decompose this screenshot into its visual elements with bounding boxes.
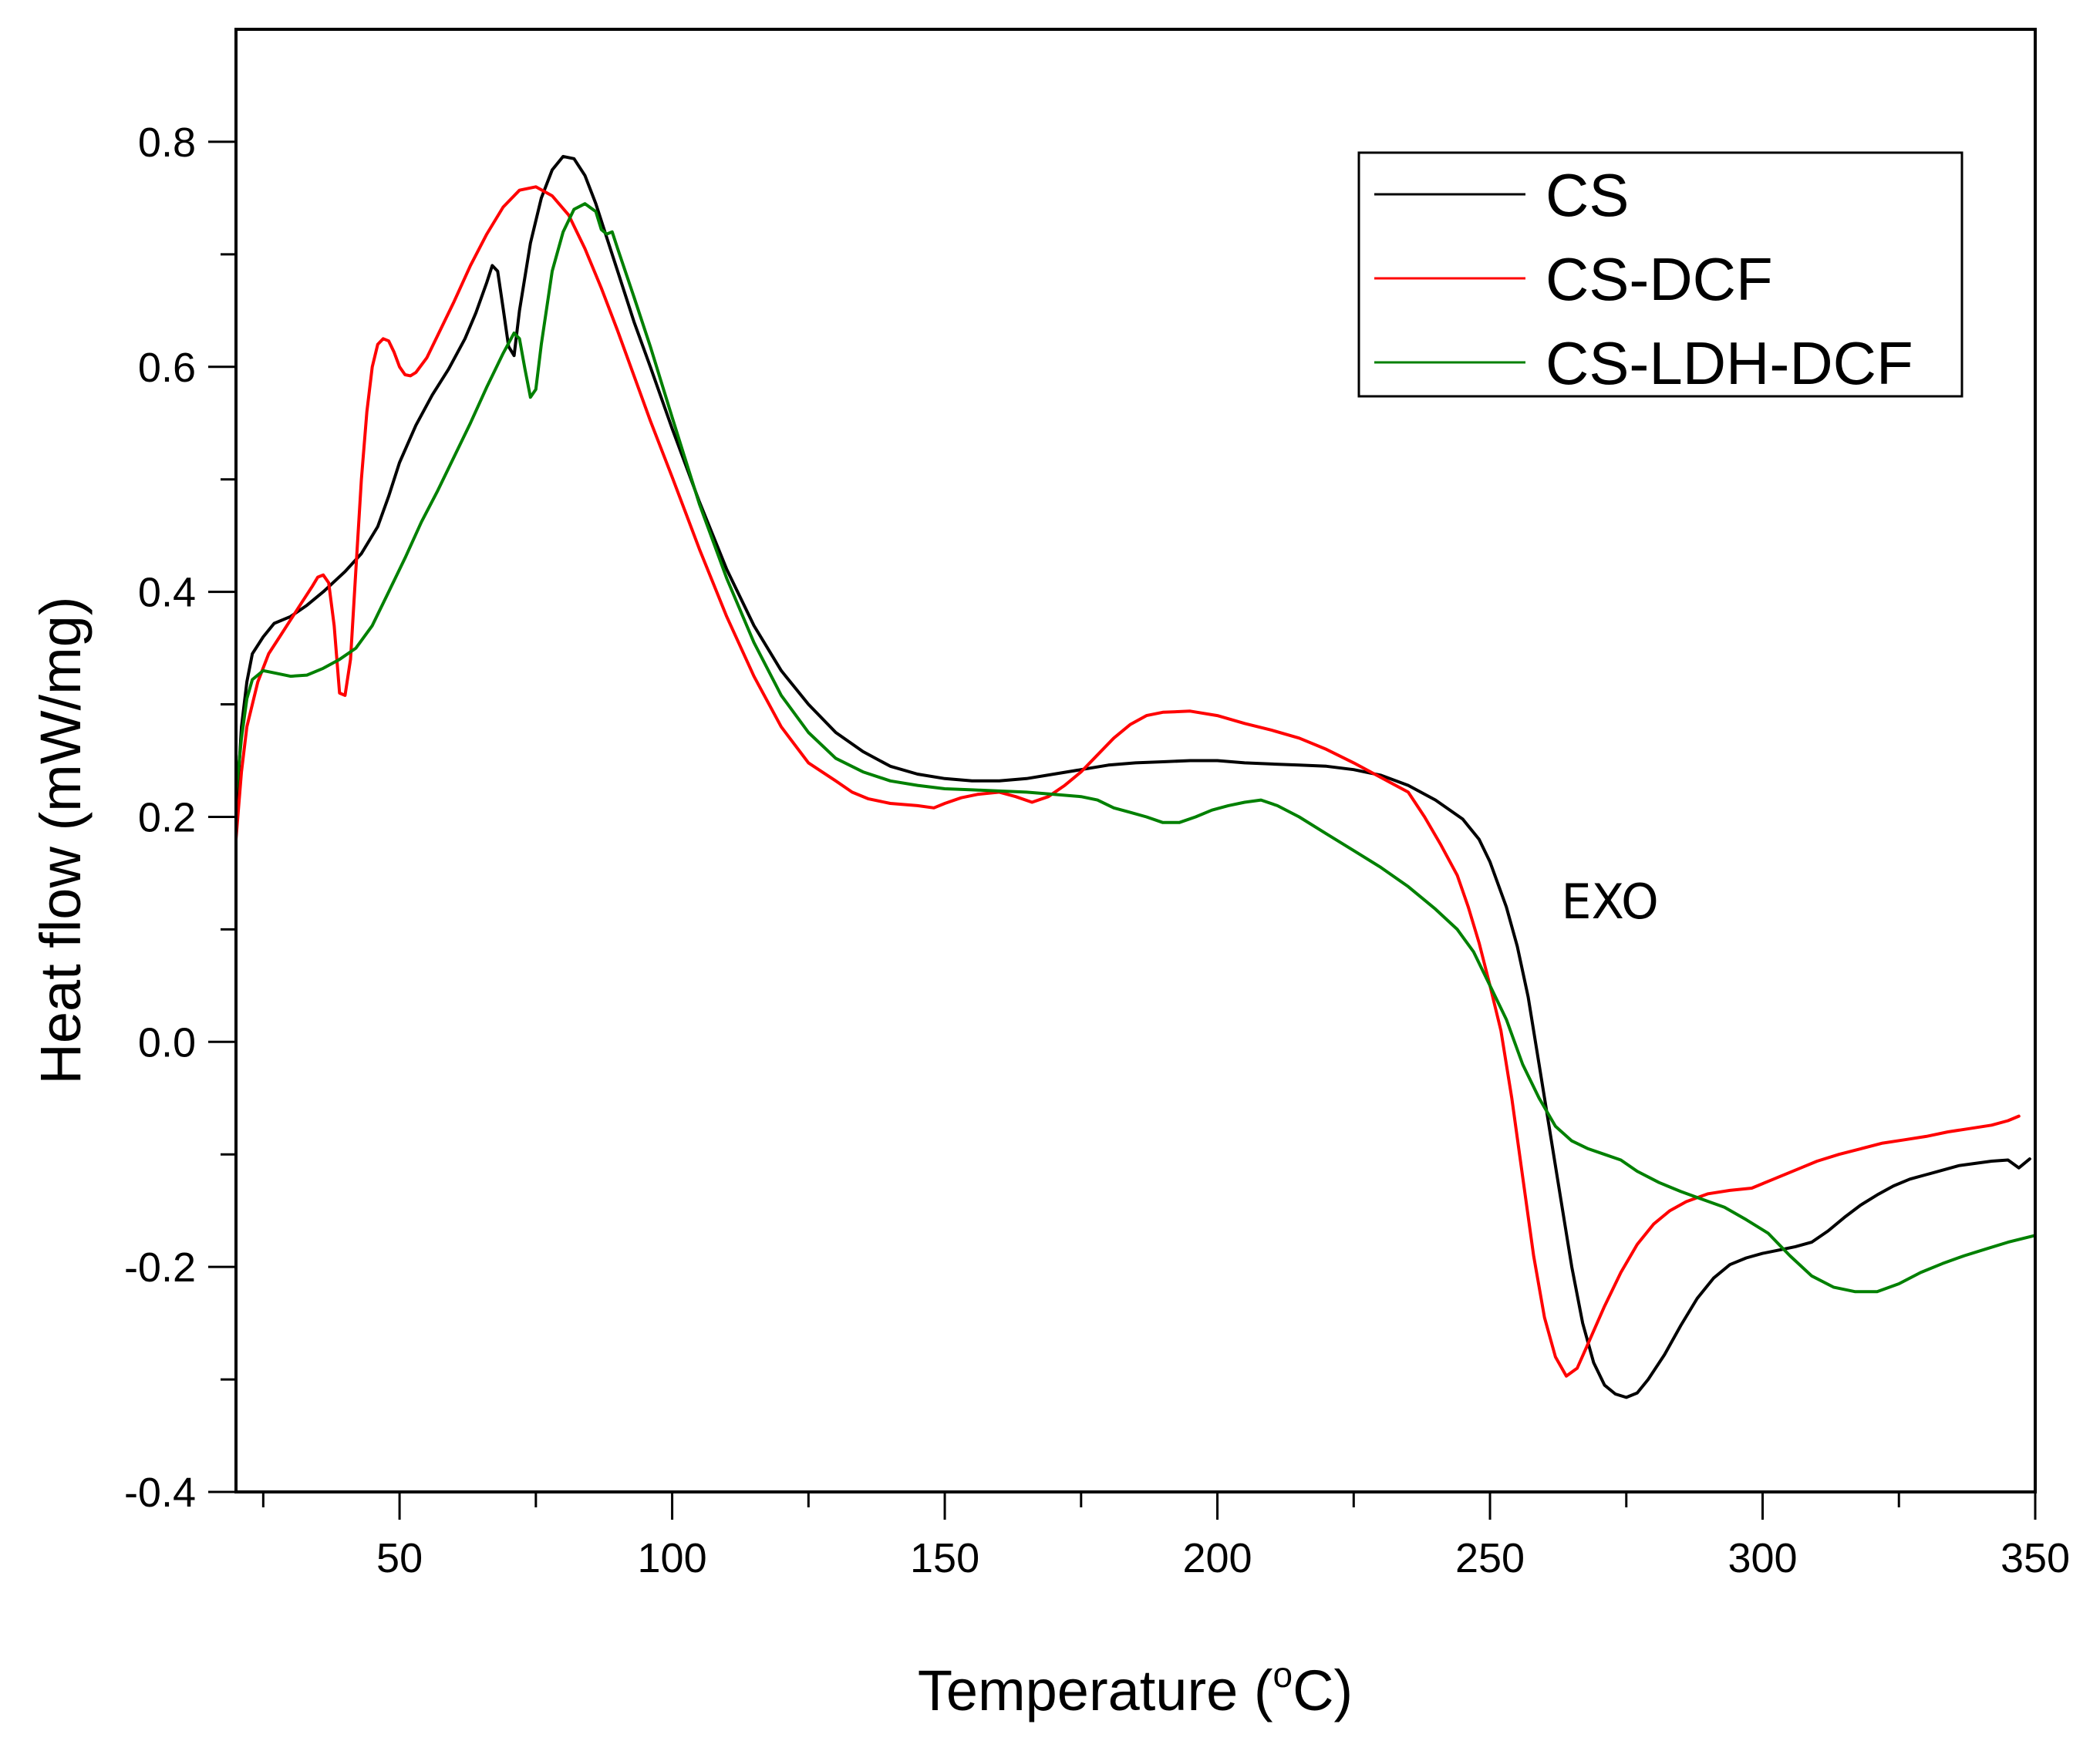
legend: CS CS-DCF CS-LDH-DCF bbox=[1357, 151, 1963, 398]
legend-label-cs-ldh-dcf: CS-LDH-DCF bbox=[1546, 329, 1913, 397]
x-tick-label: 50 bbox=[376, 1535, 423, 1581]
x-tick-label: 350 bbox=[2001, 1535, 2070, 1581]
y-tick-label: 0.4 bbox=[138, 570, 196, 616]
legend-label-cs: CS bbox=[1546, 161, 1629, 229]
series-line-cs-ldh-dcf bbox=[234, 202, 2037, 1294]
series-layer bbox=[234, 154, 2037, 1399]
series-line-cs-dcf bbox=[234, 185, 2021, 1378]
x-tick-label: 300 bbox=[1728, 1535, 1797, 1581]
y-tick-label: -0.2 bbox=[124, 1244, 196, 1291]
x-axis-title-unit: C) bbox=[1293, 1658, 1353, 1722]
x-axis-title-degree: o bbox=[1272, 1655, 1293, 1695]
annotation-exo: EXO bbox=[1561, 874, 1658, 930]
y-tick-label: 0.0 bbox=[138, 1019, 196, 1066]
y-tick-label: 0.6 bbox=[138, 345, 196, 391]
y-axis-title: Heat flow (mW/mg) bbox=[29, 596, 93, 1084]
x-tick-label: 200 bbox=[1182, 1535, 1252, 1581]
legend-label-cs-dcf: CS-DCF bbox=[1546, 245, 1773, 313]
x-tick-label: 250 bbox=[1455, 1535, 1525, 1581]
y-tick-labels: -0.4 -0.2 0.0 0.2 0.4 0.6 0.8 bbox=[124, 120, 196, 1516]
y-tick-label: 0.2 bbox=[138, 794, 196, 840]
x-tick-label: 100 bbox=[638, 1535, 707, 1581]
tick-layer bbox=[208, 140, 2037, 1520]
y-tick-label: -0.4 bbox=[124, 1470, 196, 1516]
x-axis-title-main: Temperature ( bbox=[918, 1658, 1273, 1722]
x-tick-labels: 50 100 150 200 250 300 350 bbox=[376, 1535, 2070, 1581]
x-tick-label: 150 bbox=[910, 1535, 979, 1581]
series-line-cs bbox=[234, 154, 2031, 1399]
x-axis-title: Temperature (oC) bbox=[918, 1655, 1353, 1722]
plot-frame bbox=[234, 28, 2037, 1493]
y-tick-label: 0.8 bbox=[138, 120, 196, 166]
